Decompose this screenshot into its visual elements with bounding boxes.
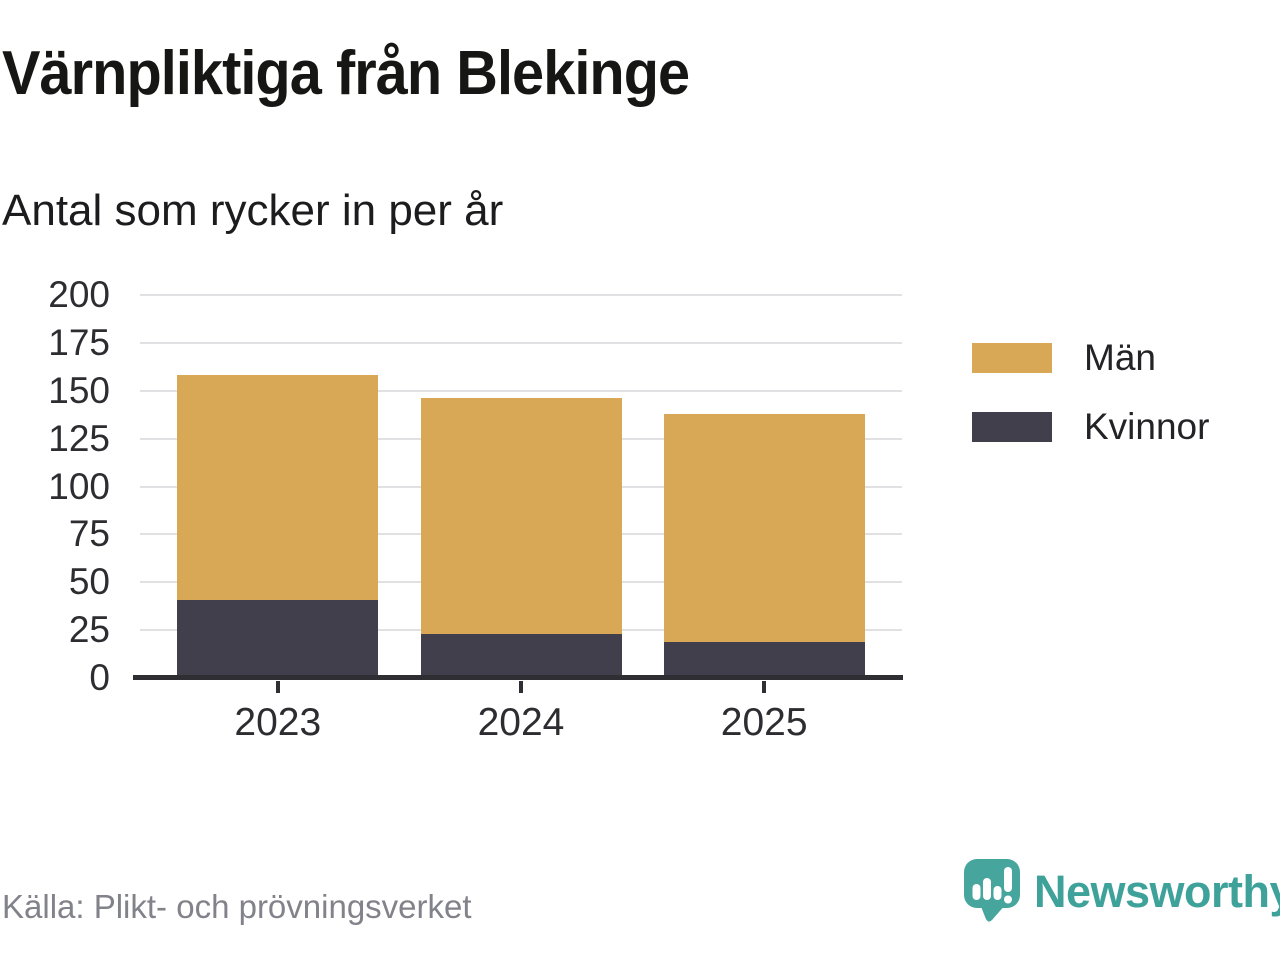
chart-title: Värnpliktiga från Blekinge: [2, 39, 690, 108]
bar-segment-man-2024: [420, 398, 622, 634]
y-tick-label-125: 125: [48, 417, 110, 459]
legend: Män Kvinnor: [972, 337, 1209, 475]
x-tick-2023: [275, 681, 280, 693]
y-tick-label-75: 75: [68, 513, 110, 555]
gridline-175: [140, 341, 902, 344]
y-tick-label-150: 150: [48, 369, 110, 411]
bar-segment-man-2023: [177, 375, 379, 600]
bar-segment-kvinnor-2025: [663, 641, 865, 678]
legend-item-man: Män: [972, 337, 1209, 379]
x-tick-2025: [762, 681, 767, 693]
legend-label-man: Män: [1084, 337, 1156, 378]
x-axis-line: [133, 675, 903, 680]
newsworthy-brand: Newsworthy: [963, 858, 1280, 926]
bar-segment-kvinnor-2024: [420, 633, 622, 678]
legend-label-kvinnor: Kvinnor: [1084, 406, 1210, 447]
bar-segment-man-2025: [663, 413, 865, 642]
legend-item-kvinnor: Kvinnor: [972, 406, 1209, 448]
newsworthy-logo-icon: [964, 859, 1020, 922]
x-tick-label-2024: 2024: [477, 701, 565, 744]
gridline-150: [140, 389, 902, 392]
x-tick-label-2025: 2025: [720, 701, 808, 744]
chart-subtitle: Antal som rycker in per år: [2, 186, 504, 235]
y-tick-label-100: 100: [48, 465, 110, 507]
gridline-200: [140, 294, 902, 296]
bar-2024: [420, 295, 622, 678]
legend-swatch-kvinnor: [972, 412, 1052, 442]
y-tick-label-50: 50: [68, 561, 110, 603]
x-axis-labels: 2023 2024 2025: [140, 701, 902, 753]
y-tick-label-175: 175: [48, 321, 110, 363]
bar-segment-kvinnor-2023: [177, 599, 379, 678]
plot-area: [133, 294, 903, 693]
bar-2025: [663, 295, 865, 678]
y-axis: 0 25 50 75 100 125 150 175 200: [0, 276, 110, 697]
x-tick-2024: [519, 681, 523, 693]
y-tick-label-0: 0: [89, 657, 110, 698]
legend-swatch-man: [972, 343, 1052, 373]
bar-2023: [177, 295, 379, 678]
source-note: Källa: Plikt- och prövningsverket: [2, 888, 472, 925]
x-tick-label-2023: 2023: [234, 701, 322, 744]
y-tick-label-25: 25: [68, 609, 110, 651]
newsworthy-logo-text: Newsworthy: [1034, 866, 1280, 917]
y-tick-label-200: 200: [48, 274, 110, 315]
